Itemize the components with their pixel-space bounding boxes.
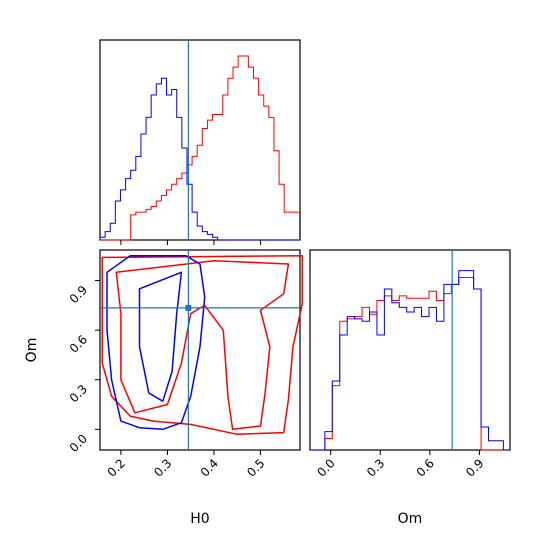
om-axis-label-y: Om xyxy=(24,338,40,363)
om-histogram-blue-steps xyxy=(310,270,510,451)
h0-histogram-red-steps xyxy=(100,55,301,241)
h0-tick-label-2: 0.4 xyxy=(198,456,221,479)
om-histogram-red-steps xyxy=(310,277,510,451)
panel-joint-frame xyxy=(99,249,301,451)
om-yticks: 0.0 0.3 0.6 0.9 xyxy=(67,280,100,455)
om-marginal-tick-label-1: 0.3 xyxy=(364,456,387,479)
panel-h0-marginal-frame xyxy=(99,39,301,241)
h0-tick-label-0: 0.2 xyxy=(105,456,128,479)
h0-xticks: 0.2 0.3 0.4 0.5 xyxy=(105,450,268,480)
contour-red-2 xyxy=(115,259,290,431)
om-marginal-tick-label-2: 0.6 xyxy=(414,456,437,479)
om-tick-label-3: 0.9 xyxy=(67,283,90,306)
om-marginal-tick-label-3: 0.9 xyxy=(463,456,486,479)
om-xticks: 0.0 0.3 0.6 0.9 xyxy=(314,450,487,480)
h0-marginal-xticks xyxy=(120,240,261,245)
h0-axis-label: H0 xyxy=(190,511,209,527)
panel-om-marginal-frame xyxy=(309,249,511,451)
om-histogram-blue xyxy=(310,270,510,451)
om-tick-label-1: 0.3 xyxy=(67,382,90,405)
om-histogram-red xyxy=(310,277,510,451)
om-tick-label-0: 0.0 xyxy=(67,432,90,455)
contour-blue-1 xyxy=(106,255,206,431)
panel-h0-marginal xyxy=(99,39,301,245)
joint-contours-red xyxy=(101,255,304,436)
om-axis-label-x: Om xyxy=(398,511,423,527)
h0-histogram-red xyxy=(100,55,301,241)
h0-tick-label-1: 0.3 xyxy=(151,456,174,479)
contour-red-1 xyxy=(101,255,304,436)
om-tick-label-2: 0.6 xyxy=(67,332,90,355)
h0-histogram-blue xyxy=(99,77,300,241)
h0-histogram-blue-steps xyxy=(99,77,300,241)
panel-joint: 0.2 0.3 0.4 0.5 0.0 0.3 0.6 0.9 H0 Om xyxy=(24,249,304,527)
om-marginal-tick-label-0: 0.0 xyxy=(314,456,337,479)
panel-om-marginal: 0.0 0.3 0.6 0.9 Om xyxy=(309,249,511,527)
h0-tick-label-3: 0.5 xyxy=(244,456,267,479)
contour-blue-2 xyxy=(138,271,183,402)
truth-marker xyxy=(185,304,192,311)
joint-contours-blue xyxy=(106,255,206,431)
